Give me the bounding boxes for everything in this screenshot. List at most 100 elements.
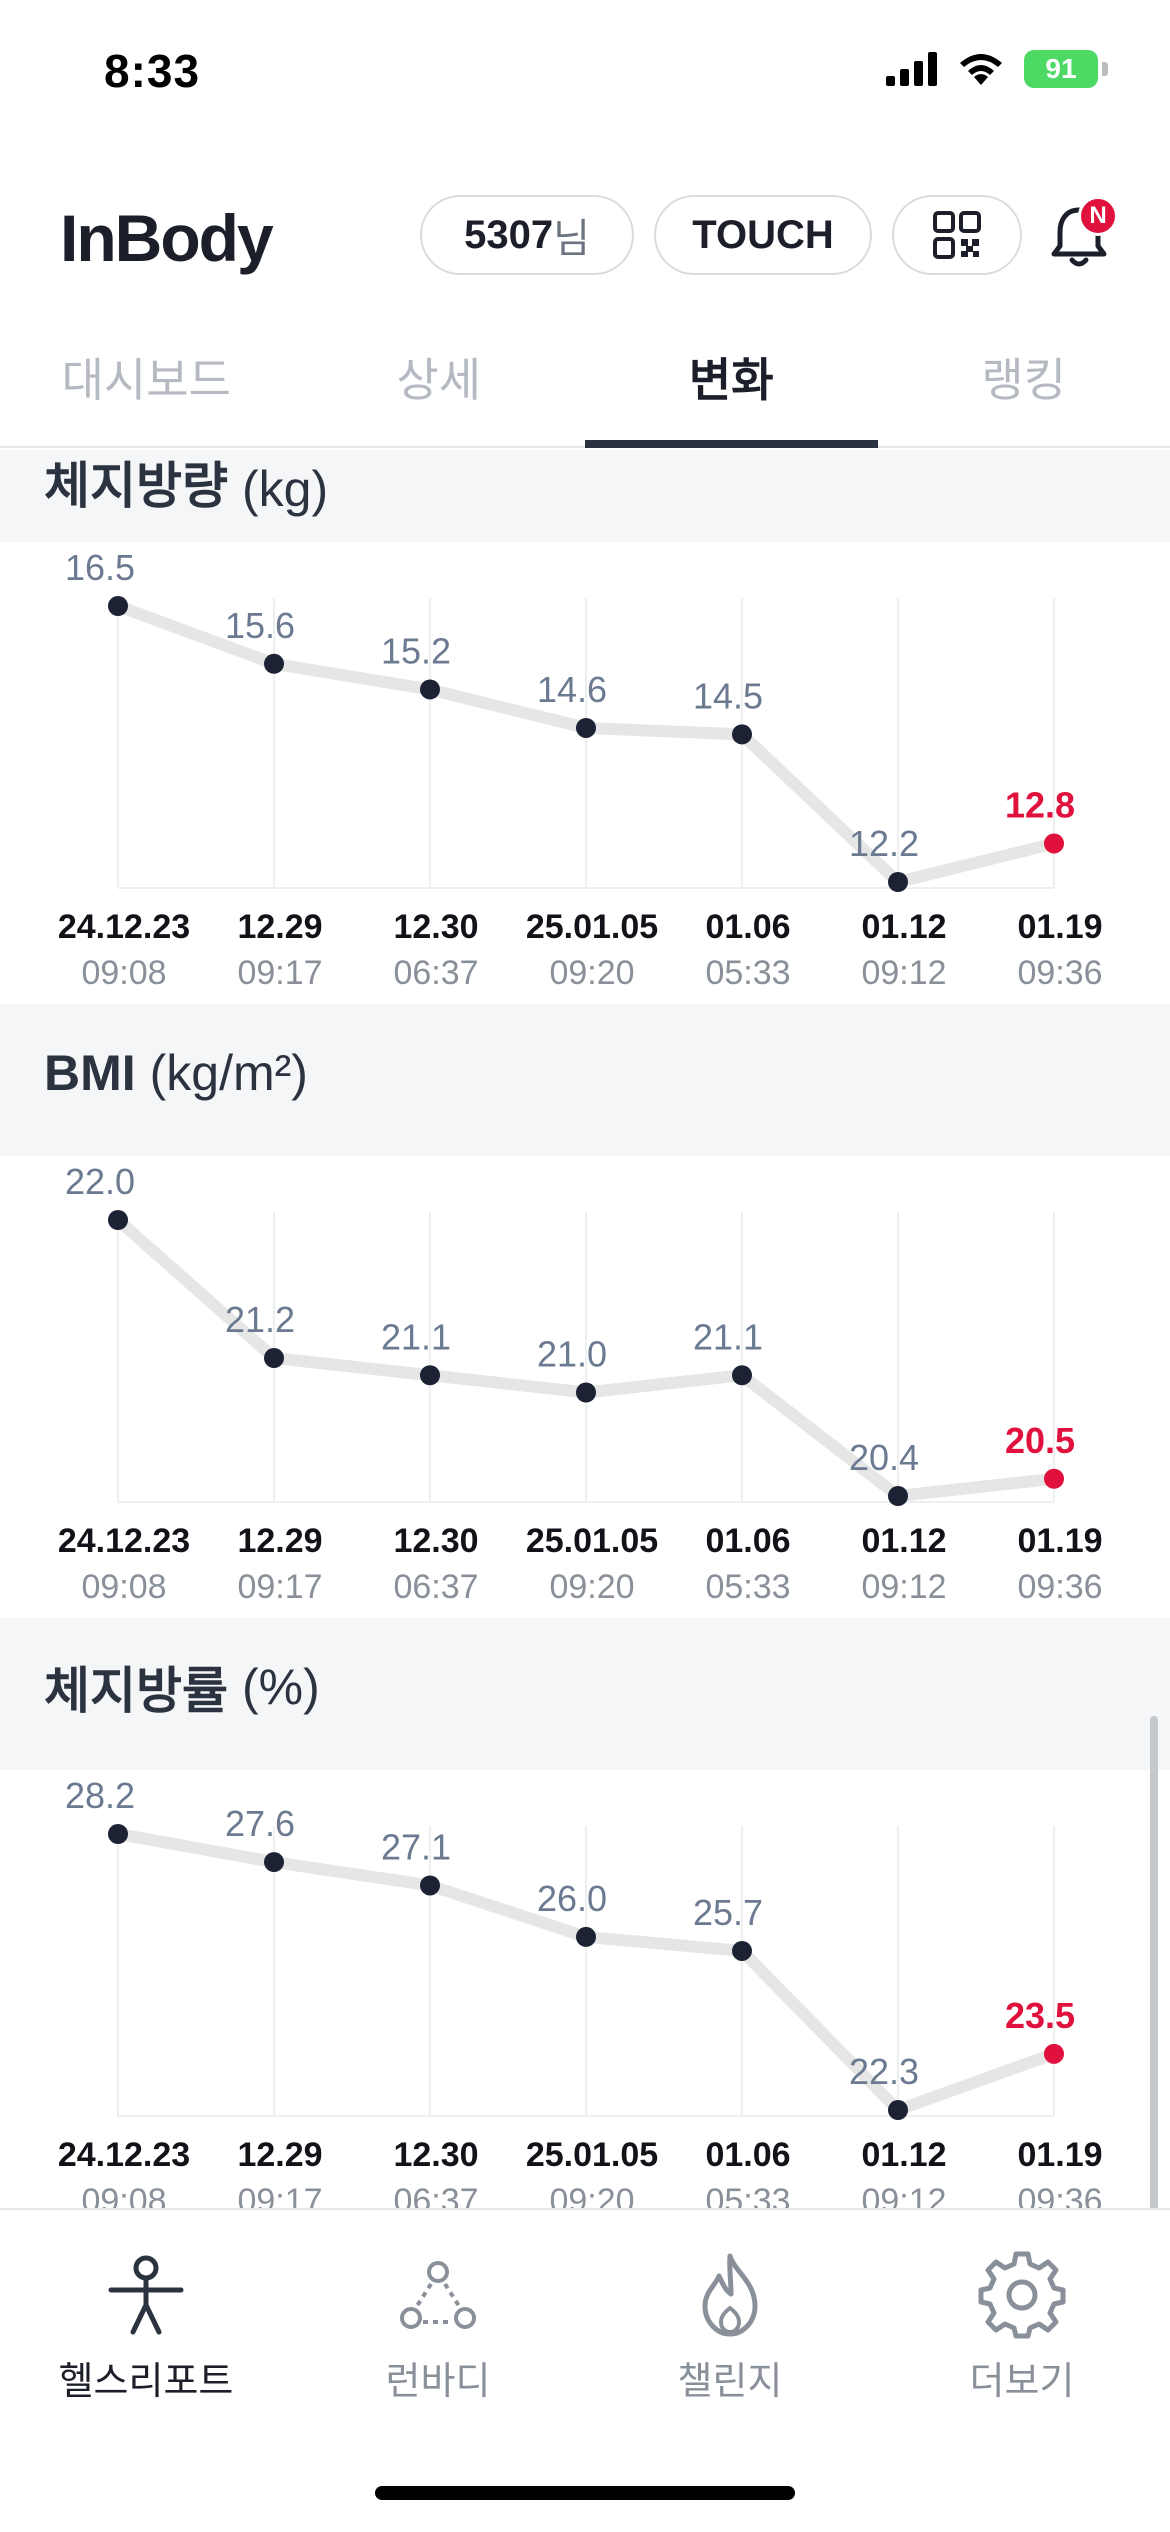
x-tick-time: 06:37 (393, 1568, 478, 1606)
data-point[interactable] (576, 1382, 596, 1403)
status-bar: 8:33 91 (0, 0, 1170, 150)
chart-card-bmi: 22.0 24.12.23 09:08 21.2 12.29 09:17 21.1 12.30… (0, 1156, 1170, 1618)
x-tick-date: 12.29 (237, 1522, 322, 1560)
chart-bmi: 22.0 24.12.23 09:08 21.2 12.29 09:17 21.1 12.30… (58, 1161, 1103, 1606)
data-point[interactable] (732, 1365, 752, 1386)
chart-card-body-fat-percent: 28.2 24.12.23 09:08 27.6 12.29 09:17 27.1 12.30… (0, 1770, 1170, 2208)
x-tick-time: 05:33 (705, 1568, 790, 1606)
data-point-latest[interactable] (1044, 2043, 1064, 2064)
data-point[interactable] (420, 1365, 440, 1386)
tab-detail[interactable]: 상세 (396, 354, 482, 406)
data-point[interactable] (108, 596, 128, 616)
data-point[interactable] (576, 1926, 596, 1947)
x-tick-time: 09:17 (237, 1568, 322, 1606)
x-tick-date: 12.29 (237, 2136, 322, 2174)
x-tick-date: 01.12 (861, 1522, 946, 1560)
data-point-latest[interactable] (1044, 833, 1064, 854)
data-label: 14.5 (693, 675, 763, 716)
x-tick-time: 09:36 (1017, 2182, 1102, 2208)
qr-code-button[interactable] (892, 195, 1022, 275)
data-label: 26.0 (537, 1878, 607, 1919)
nav-challenge[interactable]: 챌린지 (630, 2250, 830, 2405)
x-tick-date: 25.01.05 (526, 908, 658, 946)
tab-bar: 대시보드 상세 변화 랭킹 (0, 320, 1170, 448)
section-title: BMI (kg/m²) (0, 1028, 1170, 1118)
data-point[interactable] (888, 2100, 908, 2120)
section-bmi: BMI (kg/m²) (0, 1028, 1170, 1118)
user-suffix: 님 (553, 217, 590, 261)
user-id-button[interactable]: 5307 님 (420, 195, 634, 275)
data-point[interactable] (732, 724, 752, 745)
data-label: 21.2 (225, 1299, 295, 1340)
x-tick-time: 06:37 (393, 2182, 478, 2208)
x-tick-time: 09:12 (861, 954, 946, 992)
x-tick-date: 01.06 (705, 2136, 790, 2174)
battery-indicator: 91 (1024, 50, 1098, 88)
tab-ranking[interactable]: 랭킹 (981, 354, 1067, 406)
x-tick-time: 09:17 (237, 954, 322, 992)
section-title: 체지방률 (%) (0, 1642, 1170, 1732)
battery-level: 91 (1045, 53, 1077, 84)
section-title-unit: (%) (242, 1659, 320, 1715)
chart-card-body-fat-mass: 16.5 24.12.23 09:08 15.6 12.29 09:17 15.2 12.30… (0, 542, 1170, 1004)
data-point[interactable] (888, 1486, 908, 1506)
data-label: 27.1 (381, 1826, 451, 1867)
x-tick-date: 01.06 (705, 908, 790, 946)
data-label: 15.2 (381, 630, 451, 671)
x-tick-time: 09:08 (81, 954, 166, 992)
x-tick-date: 24.12.23 (58, 908, 190, 946)
x-tick-date: 12.29 (237, 908, 322, 946)
x-tick-time: 09:20 (549, 2182, 634, 2208)
bottom-nav: 헬스리포트 런바디 챌린지 더보기 (0, 2208, 1170, 2532)
x-tick-date: 01.19 (1017, 908, 1102, 946)
data-label: 14.6 (537, 669, 607, 710)
app-header: InBody 5307 님 TOUCH N (0, 180, 1170, 290)
runbody-icon (400, 2261, 476, 2329)
x-tick-time: 05:33 (705, 2182, 790, 2208)
section-title-main: 체지방률 (44, 1663, 228, 1719)
x-tick-date: 01.06 (705, 1522, 790, 1560)
nav-label: 헬스리포트 (58, 2361, 234, 2403)
x-tick-date: 24.12.23 (58, 1522, 190, 1560)
x-tick-time: 09:36 (1017, 954, 1102, 992)
x-tick-date: 25.01.05 (526, 2136, 658, 2174)
data-point[interactable] (888, 872, 908, 892)
status-icons: 91 (886, 50, 1108, 88)
inbody-logo[interactable]: InBody (60, 201, 274, 275)
data-point[interactable] (108, 1210, 128, 1230)
nav-health-report[interactable]: 헬스리포트 (46, 2250, 246, 2405)
section-title-main: 체지방량 (44, 458, 228, 514)
nav-more[interactable]: 더보기 (922, 2250, 1122, 2405)
scroll-indicator[interactable] (1150, 1716, 1158, 2208)
data-point[interactable] (732, 1940, 752, 1961)
data-point[interactable] (420, 1875, 440, 1896)
cellular-signal-icon (886, 52, 937, 86)
data-point[interactable] (420, 679, 440, 700)
x-tick-time: 09:08 (81, 2182, 166, 2208)
nav-runbody[interactable]: 런바디 (338, 2250, 538, 2405)
data-label: 22.3 (849, 2051, 919, 2092)
data-label: 12.2 (849, 823, 919, 864)
tab-dashboard[interactable]: 대시보드 (61, 354, 231, 406)
tab-change[interactable]: 변화 (585, 320, 878, 448)
data-point[interactable] (576, 717, 596, 738)
data-point-latest[interactable] (1044, 1468, 1064, 1489)
data-point[interactable] (264, 653, 284, 674)
x-tick-date: 01.12 (861, 2136, 946, 2174)
data-point[interactable] (264, 1348, 284, 1368)
change-content[interactable]: 체지방량 (kg) 16.5 24.12.23 09:08 15.6 12.29 09:1… (0, 450, 1170, 2208)
data-label: 23.5 (1005, 1995, 1075, 2036)
touch-button[interactable]: TOUCH (654, 195, 872, 275)
section-body-fat-mass: 체지방량 (kg) (0, 450, 1170, 542)
x-tick-time: 09:08 (81, 1568, 166, 1606)
data-label: 22.0 (65, 1161, 135, 1202)
data-label: 21.1 (693, 1316, 763, 1357)
user-id: 5307 (464, 212, 554, 257)
data-label: 20.4 (849, 1437, 919, 1478)
section-title-unit: (kg) (242, 461, 329, 517)
data-label: 28.2 (65, 1775, 135, 1816)
data-label: 20.5 (1005, 1420, 1075, 1461)
data-point[interactable] (108, 1824, 128, 1844)
data-label: 21.0 (537, 1334, 607, 1375)
data-point[interactable] (264, 1852, 284, 1873)
